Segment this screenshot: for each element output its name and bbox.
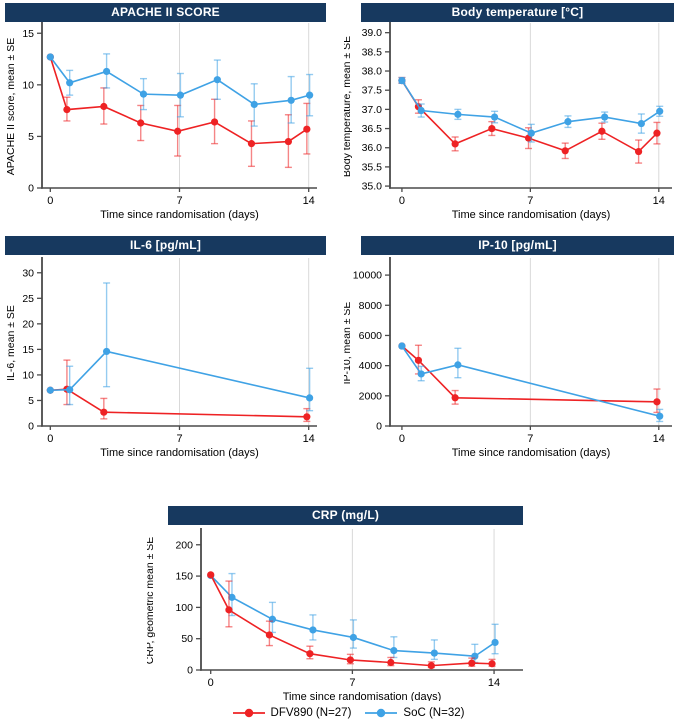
svg-text:10: 10: [22, 369, 34, 381]
svg-text:4000: 4000: [359, 360, 383, 372]
svg-text:IP-10, mean ± SE: IP-10, mean ± SE: [344, 302, 353, 385]
legend-marker-dfv890-icon: [232, 708, 265, 718]
svg-text:50: 50: [181, 633, 193, 645]
chart-legend: DFV890 (N=27) SoC (N=32): [0, 704, 677, 722]
svg-text:7: 7: [527, 433, 533, 445]
svg-text:0: 0: [47, 195, 53, 207]
svg-text:Time since randomisation (days: Time since randomisation (days): [283, 691, 442, 701]
svg-text:37.0: 37.0: [362, 104, 383, 116]
svg-text:CRP, geometric mean ± SE: CRP, geometric mean ± SE: [147, 537, 156, 665]
svg-text:39.0: 39.0: [362, 27, 383, 39]
svg-text:Body temperature, mean ± SE: Body temperature, mean ± SE: [344, 36, 353, 177]
svg-text:35.5: 35.5: [362, 161, 383, 173]
svg-text:15: 15: [22, 344, 34, 356]
chart-apache-ii-score: APACHE II SCORE 0 5 10 15 0 7 14 Time since ran…: [5, 3, 326, 227]
chart-title-il6: IL-6 [pg/mL]: [5, 236, 326, 255]
plot-il6: 0 5 10 15 20 25 30 0 7 14 Time since randomisation…: [5, 257, 317, 459]
legend-item-dfv890: DFV890 (N=27): [231, 707, 352, 719]
chart-title-crp: CRP (mg/L): [168, 506, 523, 525]
plot-crp: 0 50 100 150 200 0 7 14 Time since randomisation…: [147, 528, 523, 701]
svg-text:14: 14: [303, 195, 315, 207]
svg-text:10000: 10000: [353, 270, 382, 282]
svg-text:APACHE II score, mean ± SE: APACHE II score, mean ± SE: [5, 38, 17, 175]
svg-text:0: 0: [399, 433, 405, 445]
svg-text:100: 100: [175, 602, 193, 614]
svg-text:7: 7: [527, 195, 533, 207]
legend-marker-soc-icon: [365, 708, 398, 718]
svg-text:0: 0: [28, 421, 34, 433]
svg-text:14: 14: [303, 433, 315, 445]
chart-crp: CRP (mg/L) 0 50 100 150 200 0 7 14 Time since ra…: [147, 506, 523, 702]
svg-text:37.5: 37.5: [362, 85, 383, 97]
svg-text:10: 10: [22, 79, 34, 91]
svg-text:0: 0: [399, 195, 405, 207]
svg-text:38.0: 38.0: [362, 66, 383, 78]
svg-text:30: 30: [22, 267, 34, 279]
svg-text:25: 25: [22, 293, 34, 305]
svg-text:200: 200: [175, 539, 193, 551]
svg-text:7: 7: [349, 677, 355, 689]
svg-text:7: 7: [176, 433, 182, 445]
svg-text:2000: 2000: [359, 390, 383, 402]
legend-label-dfv890: DFV890 (N=27): [270, 707, 352, 719]
svg-text:150: 150: [175, 571, 193, 583]
legend-item-soc: SoC (N=32): [363, 707, 464, 719]
svg-text:36.0: 36.0: [362, 142, 383, 154]
svg-text:Time since randomisation (days: Time since randomisation (days): [452, 447, 611, 459]
svg-text:5: 5: [28, 395, 34, 407]
svg-text:14: 14: [653, 195, 665, 207]
svg-text:0: 0: [376, 421, 382, 433]
chart-ip10: IP-10 [pg/mL] 0 2000 4000 6000 8000 10000 0 7 14…: [344, 236, 674, 462]
svg-text:0: 0: [28, 183, 34, 195]
plot-apache: 0 5 10 15 0 7 14 Time since randomisation (days…: [5, 22, 317, 221]
plot-body-temperature: 35.0 35.5 36.0 36.5 37.0 37.5 38.0 38.5 39.0 0 7 14…: [344, 22, 672, 221]
svg-text:Time since randomisation (days: Time since randomisation (days): [100, 209, 259, 221]
chart-title-ip10: IP-10 [pg/mL]: [361, 236, 674, 255]
svg-text:14: 14: [653, 433, 665, 445]
svg-text:20: 20: [22, 318, 34, 330]
chart-il6: IL-6 [pg/mL] 0 5 10 15 20 25 30 0 7 14 Time since …: [5, 236, 326, 462]
legend-label-soc: SoC (N=32): [403, 707, 465, 719]
svg-text:6000: 6000: [359, 330, 383, 342]
chart-title-body-temperature: Body temperature [°C]: [361, 3, 674, 22]
chart-body-temperature: Body temperature [°C] 35.0 35.5 36.0 36.5 37…: [344, 3, 674, 227]
svg-text:38.5: 38.5: [362, 46, 383, 58]
svg-text:IL-6, mean ± SE: IL-6, mean ± SE: [5, 305, 17, 381]
svg-text:Time since randomisation (days: Time since randomisation (days): [452, 209, 611, 221]
svg-text:15: 15: [22, 28, 34, 40]
svg-text:0: 0: [47, 433, 53, 445]
svg-text:Time since randomisation (days: Time since randomisation (days): [100, 447, 259, 459]
plot-ip10: 0 2000 4000 6000 8000 10000 0 7 14 Time since ran…: [344, 257, 672, 459]
svg-text:0: 0: [187, 665, 193, 677]
svg-text:36.5: 36.5: [362, 123, 383, 135]
svg-text:0: 0: [208, 677, 214, 689]
svg-text:35.0: 35.0: [362, 181, 383, 193]
svg-text:8000: 8000: [359, 300, 383, 312]
svg-text:14: 14: [488, 677, 500, 689]
chart-title-apache: APACHE II SCORE: [5, 3, 326, 22]
svg-text:5: 5: [28, 131, 34, 143]
svg-text:7: 7: [176, 195, 182, 207]
